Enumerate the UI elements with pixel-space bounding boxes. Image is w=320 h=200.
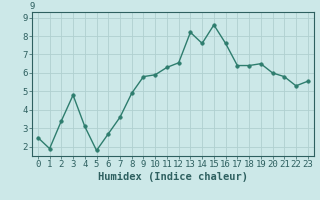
Text: 9: 9: [29, 2, 35, 11]
X-axis label: Humidex (Indice chaleur): Humidex (Indice chaleur): [98, 172, 248, 182]
